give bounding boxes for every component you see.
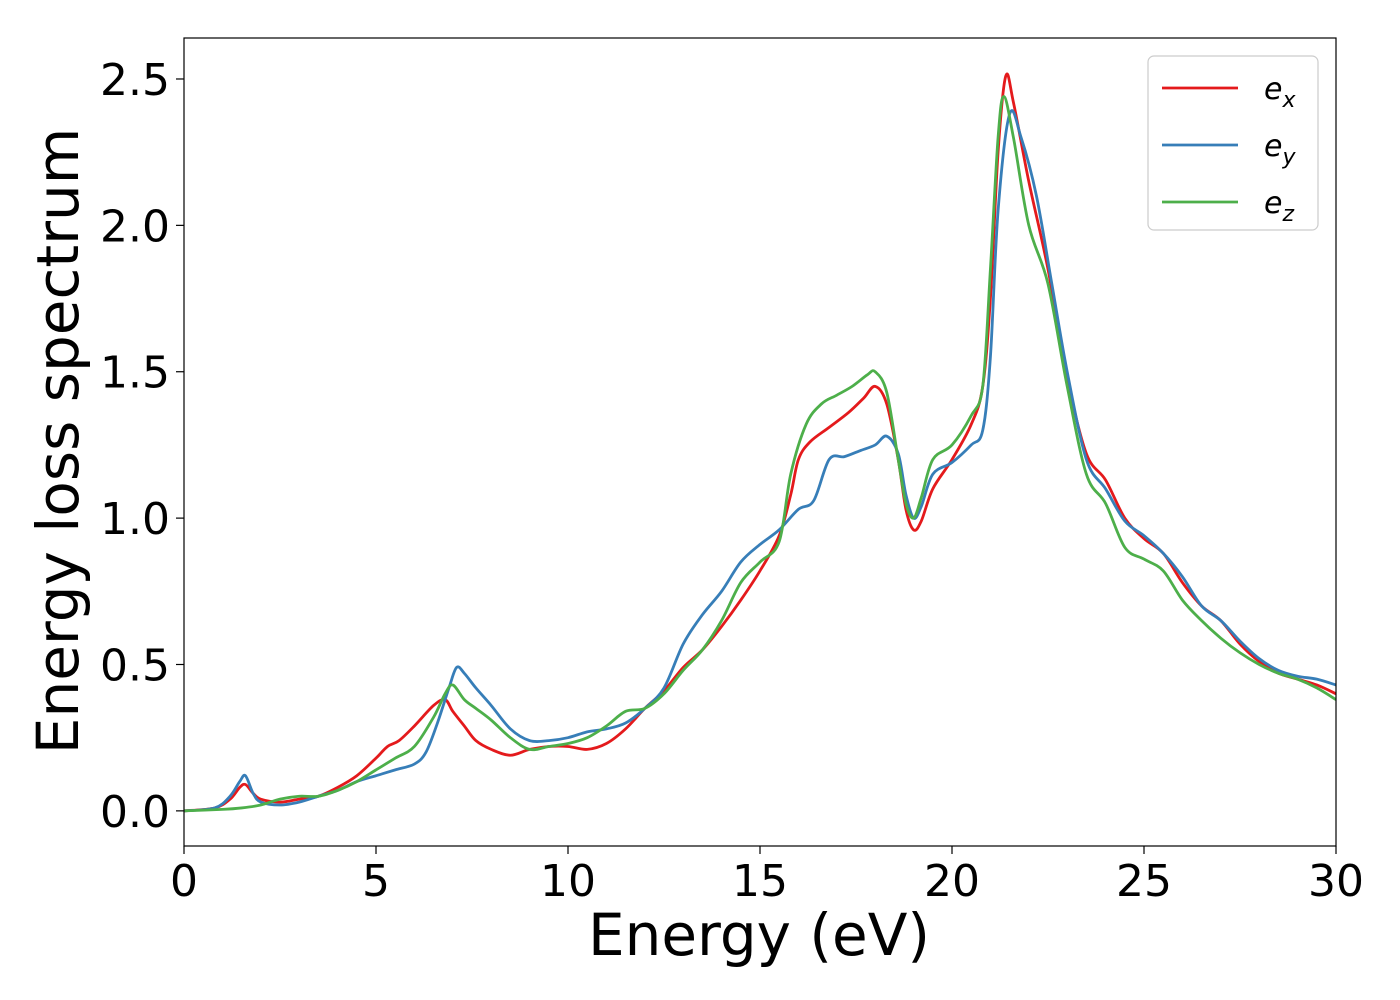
x-tick-label: 30 xyxy=(1308,856,1364,907)
x-tick-label: 25 xyxy=(1116,856,1172,907)
x-tick-label: 0 xyxy=(170,856,198,907)
x-axis-ticks: 0 5 10 15 20 25 30 xyxy=(170,846,1364,907)
legend-label-x: ex xyxy=(1264,72,1296,113)
y-tick-label: 1.0 xyxy=(100,494,170,545)
legend-label-z: ez xyxy=(1264,186,1294,227)
x-tick-label: 5 xyxy=(362,856,390,907)
x-tick-label: 20 xyxy=(924,856,980,907)
y-tick-label: 0.5 xyxy=(100,640,170,691)
series-line-z xyxy=(184,95,1336,813)
x-tick-label: 10 xyxy=(540,856,596,907)
y-axis-title: Energy loss spectrum xyxy=(24,128,92,754)
x-axis-title: Energy (eV) xyxy=(588,901,930,969)
series-line-x xyxy=(184,72,1336,813)
y-tick-label: 0.0 xyxy=(100,787,170,838)
y-tick-label: 2.5 xyxy=(100,55,170,106)
legend: ex ey ez xyxy=(1147,55,1319,231)
x-tick-label: 15 xyxy=(732,856,788,907)
legend-label-y: ey xyxy=(1264,129,1296,170)
legend-box xyxy=(1147,55,1319,231)
y-tick-label: 2.0 xyxy=(100,201,170,252)
series-line-y xyxy=(184,109,1336,813)
y-tick-label: 1.5 xyxy=(100,348,170,399)
y-axis-ticks: 0.0 0.5 1.0 1.5 2.0 2.5 xyxy=(100,55,184,838)
